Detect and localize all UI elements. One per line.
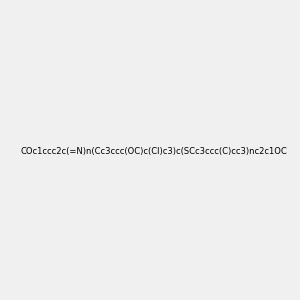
Text: COc1ccc2c(=N)n(Cc3ccc(OC)c(Cl)c3)c(SCc3ccc(C)cc3)nc2c1OC: COc1ccc2c(=N)n(Cc3ccc(OC)c(Cl)c3)c(SCc3c… — [20, 147, 287, 156]
